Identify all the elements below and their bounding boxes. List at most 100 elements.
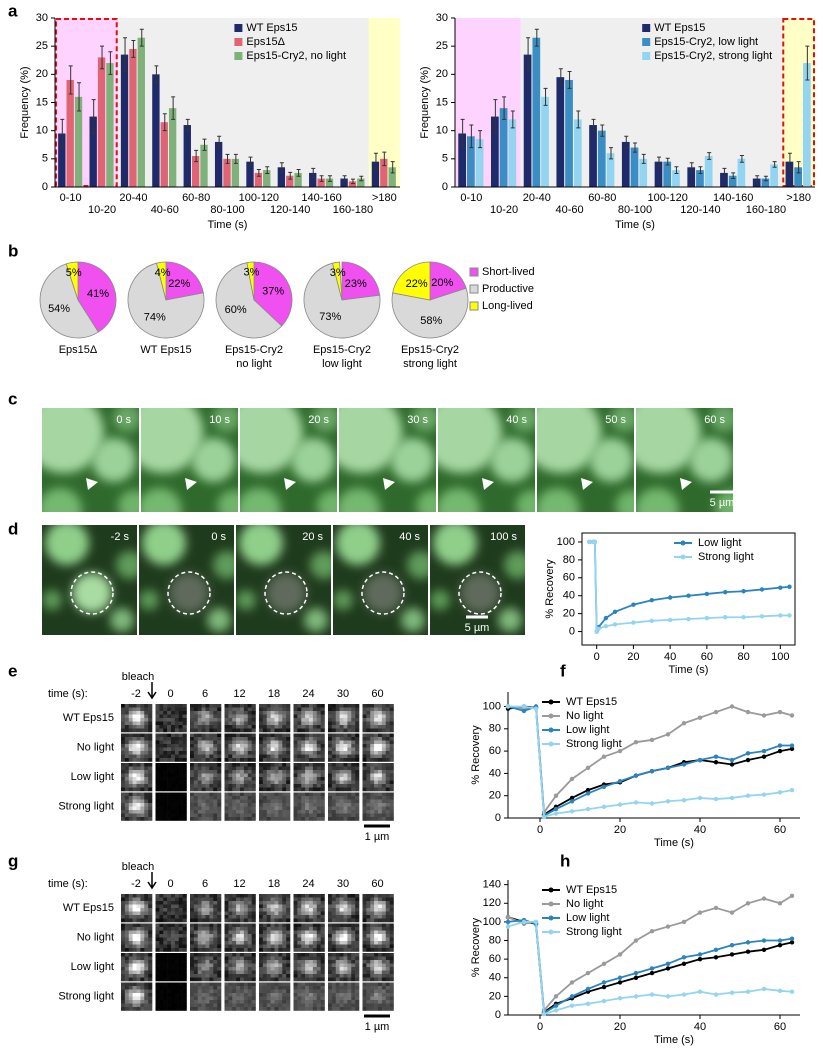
pixel [197,934,202,938]
point [729,757,735,763]
pixel [351,810,356,814]
pixel [316,728,321,733]
condensate [490,438,534,482]
pixel [362,948,367,952]
error-bar [805,45,810,81]
pixel [136,728,141,733]
image-cell [362,763,394,792]
point [686,593,691,598]
point [729,762,735,767]
pixel [228,740,233,745]
pixel [312,718,318,722]
pixel [132,974,137,978]
image-cell [155,894,187,923]
pixel [293,982,298,987]
pixel [331,751,337,755]
pixel [262,751,268,755]
pixel [374,956,379,961]
pixel [167,918,172,923]
pixel [343,784,348,788]
pixel [316,1007,321,1011]
pixel [266,796,271,800]
pixel [286,754,291,759]
pixel [335,960,340,964]
pixel [270,960,275,964]
pixel [270,982,275,987]
pixel [385,763,390,767]
pixel [297,960,302,964]
pixel [193,927,199,931]
pixel [193,941,199,945]
pixel [128,993,133,997]
pixel [224,989,229,994]
pixel [316,787,321,792]
pixel [343,904,348,909]
pixel [205,777,210,781]
pixel [374,721,379,726]
error-bar [755,175,760,182]
pixel [278,986,283,990]
pixel [309,977,314,982]
pixel [201,758,206,762]
pixel [262,792,268,797]
pixel [301,956,306,961]
pixel [232,1007,237,1011]
pixel [167,996,172,1001]
pixel [205,728,210,733]
row-label: WT Eps15 [63,902,114,914]
pixel [355,915,360,919]
pixel [270,728,275,733]
pie-value-label: 3% [330,267,346,279]
pixel [282,787,287,792]
pixel [331,728,337,733]
pixel [155,948,160,952]
pixel [163,1000,168,1004]
pixel [128,1003,133,1008]
pixel [312,744,318,748]
pixel [132,758,137,762]
pixel [178,911,183,916]
pixel [362,792,367,797]
pixel [217,996,222,1001]
pixel [171,725,176,729]
pixel [385,1007,390,1011]
point [686,616,691,622]
pixel [228,904,233,909]
pixel [262,803,268,807]
pixel [362,970,367,975]
pixel [343,803,348,807]
pixel [339,740,344,745]
pixel [270,956,275,961]
pixel [389,960,394,964]
pixel [236,901,241,905]
pixel [236,967,241,971]
pixel [351,813,356,818]
pixel [274,737,279,741]
pixel [217,901,222,905]
pixel [278,993,283,997]
pixel [381,904,387,909]
pixel [182,1000,187,1004]
point [713,796,719,802]
pie-value-label: 74% [144,312,166,324]
image-cell [155,923,187,952]
pixel [182,982,187,987]
pixel [335,773,340,778]
pixel [259,1007,264,1011]
pixel [312,704,318,708]
pixel [305,953,310,957]
pixel [286,721,291,726]
pixel [301,796,306,800]
y-tick-label: 20 [489,790,501,802]
pixel [370,904,375,909]
pixel [385,918,390,923]
pixel [259,725,264,729]
pixel [328,773,333,778]
pixel [136,744,141,748]
pixel [335,1003,340,1008]
pixel [121,754,126,759]
pixel [266,1007,271,1011]
pixel [347,799,352,804]
pixel [197,918,202,923]
pixel [124,970,130,975]
